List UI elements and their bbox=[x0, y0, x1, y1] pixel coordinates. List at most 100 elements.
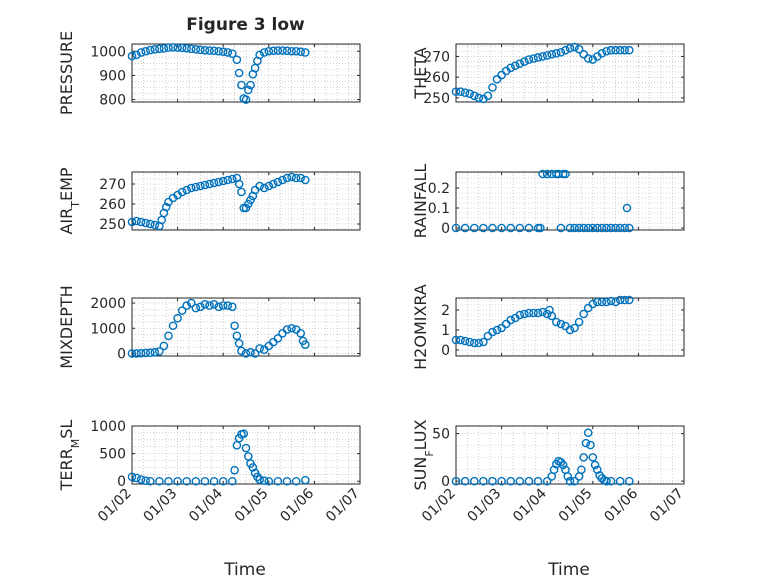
data-point bbox=[246, 347, 255, 357]
data-series bbox=[451, 428, 634, 486]
data-point bbox=[200, 180, 210, 190]
data-point bbox=[246, 80, 255, 90]
x-axis-label: Time bbox=[547, 560, 590, 580]
y-tick-label: 270 bbox=[99, 177, 126, 193]
data-point bbox=[602, 297, 611, 307]
data-point bbox=[606, 296, 616, 306]
data-point bbox=[622, 203, 632, 213]
data-point bbox=[547, 50, 557, 59]
y-axis-label: RAINFALL bbox=[411, 164, 430, 239]
y-tick-label: 1000 bbox=[90, 321, 126, 337]
data-point bbox=[291, 476, 301, 486]
data-point bbox=[173, 476, 182, 486]
data-point bbox=[182, 301, 192, 310]
data-point bbox=[529, 308, 538, 318]
data-point bbox=[228, 302, 237, 312]
y-tick-label: 1000 bbox=[90, 44, 126, 60]
data-point bbox=[296, 47, 306, 57]
data-point bbox=[223, 301, 233, 310]
y-tick-label: 270 bbox=[423, 49, 450, 65]
data-point bbox=[524, 476, 534, 486]
data-point bbox=[209, 46, 219, 56]
data-point bbox=[529, 54, 538, 63]
data-point bbox=[141, 476, 150, 485]
data-point bbox=[497, 476, 506, 486]
data-point bbox=[182, 185, 192, 195]
data-point bbox=[255, 50, 264, 60]
data-point bbox=[230, 321, 239, 331]
data-point bbox=[196, 45, 205, 55]
data-point bbox=[136, 475, 146, 484]
data-point bbox=[228, 49, 237, 58]
data-point bbox=[552, 49, 561, 58]
y-tick-label: 2 bbox=[441, 303, 450, 319]
data-point bbox=[474, 93, 484, 103]
data-point bbox=[168, 321, 178, 331]
data-point bbox=[209, 178, 219, 188]
axes-box bbox=[455, 425, 685, 485]
data-point bbox=[145, 219, 155, 229]
data-point bbox=[515, 59, 525, 68]
data-point bbox=[223, 48, 233, 57]
data-point bbox=[177, 306, 187, 315]
y-tick-label: 0 bbox=[441, 474, 450, 490]
y-tick-label: 0 bbox=[441, 343, 450, 359]
data-point bbox=[574, 317, 584, 327]
y-tick-label: 900 bbox=[99, 68, 126, 84]
data-point bbox=[510, 61, 520, 71]
y-axis-label: PRESSURE bbox=[57, 31, 76, 115]
data-series bbox=[127, 172, 310, 231]
data-point bbox=[606, 476, 616, 486]
axes-box bbox=[131, 425, 361, 485]
data-point bbox=[558, 460, 568, 470]
data-point bbox=[479, 476, 488, 486]
data-point bbox=[577, 465, 586, 475]
data-point bbox=[460, 223, 470, 233]
data-point bbox=[542, 476, 552, 486]
data-point bbox=[168, 43, 178, 52]
data-point bbox=[538, 52, 547, 61]
data-point bbox=[533, 308, 543, 318]
data-point bbox=[150, 45, 160, 54]
data-point bbox=[593, 223, 602, 233]
y-axis-label: THETA bbox=[411, 47, 430, 99]
y-tick-label: 0.2 bbox=[428, 181, 450, 197]
data-point bbox=[615, 45, 625, 55]
data-point bbox=[237, 187, 246, 197]
data-point bbox=[145, 476, 155, 486]
data-point bbox=[488, 223, 497, 233]
data-point bbox=[287, 46, 296, 56]
data-point bbox=[282, 46, 292, 56]
data-point bbox=[255, 344, 264, 353]
data-point bbox=[579, 223, 588, 233]
data-series bbox=[451, 169, 634, 233]
data-point bbox=[282, 476, 292, 486]
data-point bbox=[515, 476, 525, 486]
data-point bbox=[259, 183, 269, 193]
data-point bbox=[141, 218, 150, 228]
data-point bbox=[583, 223, 593, 233]
y-tick-label: 250 bbox=[423, 91, 450, 107]
data-point bbox=[581, 438, 591, 448]
data-point bbox=[191, 182, 201, 192]
axes-box bbox=[455, 171, 685, 231]
subplot-6: 0 1 2 H2OMIXRA bbox=[411, 284, 685, 370]
data-point bbox=[291, 173, 301, 183]
data-point bbox=[583, 428, 593, 437]
data-point bbox=[223, 175, 233, 185]
data-point bbox=[506, 315, 516, 325]
data-point bbox=[574, 44, 584, 54]
data-point bbox=[127, 349, 137, 358]
y-tick-label: 0.1 bbox=[428, 201, 450, 217]
data-point bbox=[606, 223, 616, 233]
data-point bbox=[506, 476, 516, 486]
data-point bbox=[237, 80, 246, 90]
data-point bbox=[520, 57, 529, 66]
data-point bbox=[209, 476, 219, 486]
y-axis-label: SUNFLUX bbox=[411, 419, 436, 490]
data-point bbox=[186, 298, 196, 308]
subplot-5: 0 1000 2000 MIXDEPTH bbox=[57, 285, 361, 369]
y-tick-label: 0 bbox=[117, 346, 126, 362]
data-point bbox=[533, 53, 543, 62]
